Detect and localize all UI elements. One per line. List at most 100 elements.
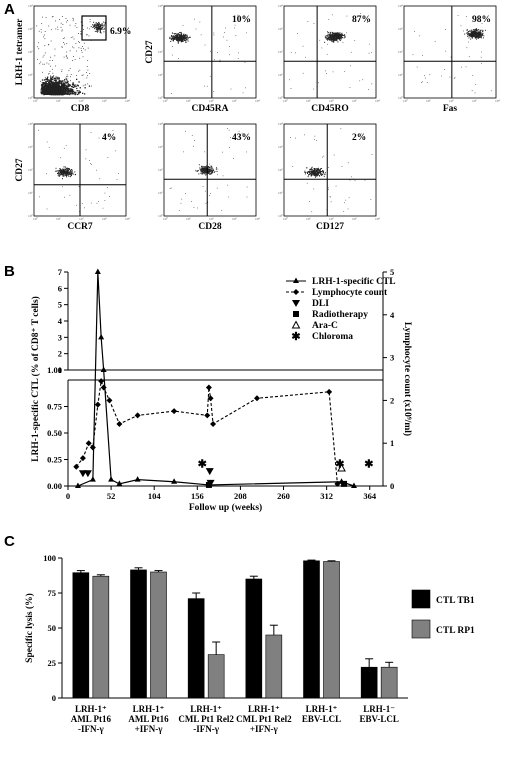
event-dot (317, 169, 319, 171)
event-dot (360, 133, 362, 135)
event-dot (45, 89, 47, 91)
event-dot (52, 82, 54, 84)
event-dot (83, 48, 84, 50)
event-dot (310, 173, 312, 175)
event-dot (202, 171, 204, 173)
event-dot (202, 168, 204, 170)
event-dot (44, 82, 46, 84)
x-axis-label: Fas (443, 104, 458, 114)
event-dot (315, 176, 317, 178)
event-dot (60, 86, 62, 88)
y-tick-label: 2 (58, 349, 62, 359)
event-dot (68, 70, 70, 71)
event-dot (70, 37, 72, 38)
event-dot (333, 41, 334, 43)
event-dot (479, 37, 481, 39)
event-dot (53, 82, 55, 84)
x-tick-label: 10² (79, 99, 84, 103)
event-dot (304, 171, 306, 173)
event-dot (178, 37, 180, 39)
event-dot (197, 170, 199, 172)
event-dot (338, 32, 340, 34)
event-dot (314, 174, 316, 176)
event-dot (333, 32, 335, 34)
event-dot (481, 51, 482, 53)
lymphocyte-point (204, 412, 211, 419)
event-dots (289, 13, 373, 90)
event-dot (178, 58, 179, 59)
event-dot (52, 84, 55, 86)
event-dot (55, 84, 57, 86)
event-dot (205, 174, 207, 176)
event-dot (61, 29, 63, 31)
event-dot (50, 65, 51, 67)
lymphocyte-point (134, 412, 141, 419)
event-dot (44, 76, 46, 78)
event-dot (65, 93, 67, 95)
event-dot (50, 77, 52, 79)
event-dot (49, 84, 51, 87)
event-dot (48, 147, 50, 148)
event-dot (337, 33, 339, 35)
event-dot (61, 85, 62, 87)
event-dot (475, 32, 477, 34)
event-dot (483, 35, 485, 37)
event-dot (96, 29, 98, 31)
event-dot (80, 21, 82, 23)
event-dot (58, 79, 60, 81)
event-dot (78, 70, 79, 72)
event-dot (340, 37, 341, 39)
event-dot (202, 169, 204, 171)
event-dot (333, 39, 335, 41)
event-dot (40, 80, 41, 82)
x-tick-label: 10⁴ (255, 99, 261, 103)
event-dot (198, 173, 200, 175)
event-dot (208, 172, 210, 173)
event-dot (330, 201, 332, 203)
event-dot (64, 79, 66, 81)
event-dot (76, 75, 77, 76)
event-dot (66, 88, 69, 90)
event-dot (55, 87, 58, 89)
event-dot (97, 23, 99, 25)
event-dot (86, 34, 88, 36)
event-dot (48, 82, 50, 84)
event-dot (174, 33, 176, 35)
event-dot (64, 37, 65, 39)
event-dot (58, 78, 60, 80)
event-dot (100, 25, 102, 27)
event-dot (310, 175, 312, 177)
event-dot (209, 195, 210, 196)
event-dot (74, 86, 76, 88)
event-dot (41, 84, 43, 87)
event-dot (78, 41, 79, 43)
event-dot (96, 30, 98, 32)
event-dot (66, 82, 67, 83)
category-label: LRH-1⁺ (248, 704, 280, 714)
y-tick-label: 10⁴ (278, 122, 284, 126)
event-dot (83, 29, 84, 30)
legend-label: Ara-C (312, 321, 338, 331)
event-dot (184, 34, 185, 36)
event-dot (57, 172, 59, 173)
x-tick-label: 10¹ (56, 217, 61, 221)
bar-ctl-tb1 (245, 578, 263, 699)
y-tick-label: 10³ (158, 145, 163, 149)
event-dot (182, 37, 184, 39)
event-dot (44, 91, 46, 93)
event-dot (175, 33, 177, 34)
event-dot (309, 173, 311, 175)
event-dot (182, 41, 184, 42)
y-tick-label: 10¹ (28, 191, 33, 195)
event-dot (86, 72, 87, 73)
event-dot (471, 37, 473, 39)
x-tick-label: 10² (209, 217, 214, 221)
event-dot (69, 88, 71, 90)
y-tick-label: 10⁴ (28, 4, 34, 8)
event-dot (52, 76, 54, 78)
event-dot (60, 171, 62, 173)
event-dot (333, 37, 335, 39)
event-dot (47, 83, 49, 85)
event-dot (302, 72, 304, 74)
event-dot (180, 202, 182, 204)
